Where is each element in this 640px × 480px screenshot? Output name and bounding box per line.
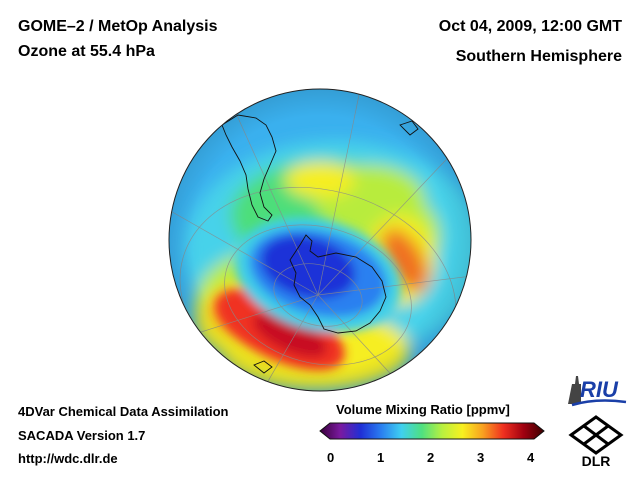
map-title: GOME–2 / MetOp Analysis [18, 18, 218, 35]
map-subtitle: Ozone at 55.4 hPa [18, 43, 155, 60]
colorbar-tick-label: 1 [377, 450, 385, 465]
footer-method: 4DVar Chemical Data Assimilation [18, 404, 229, 419]
map-datetime: Oct 04, 2009, 12:00 GMT [438, 18, 622, 35]
colorbar-tick-label: 4 [527, 450, 535, 465]
colorbar-title: Volume Mixing Ratio [ppmv] [336, 402, 510, 417]
riu-logo-text: RIU [580, 377, 619, 402]
colorbar-tick-label: 2 [427, 450, 435, 465]
dlr-logo: DLR [568, 415, 624, 469]
ozone-globe-map [168, 88, 472, 392]
ozone-field [169, 89, 471, 391]
globe-outline [168, 88, 472, 392]
footer-url: http://wdc.dlr.de [18, 451, 118, 466]
dlr-logo-text: DLR [582, 453, 611, 469]
colorbar [319, 422, 545, 440]
footer-version: SACADA Version 1.7 [18, 428, 146, 443]
colorbar-tick-label: 3 [477, 450, 485, 465]
colorbar-tick-label: 0 [327, 450, 335, 465]
riu-logo: RIU [568, 376, 627, 407]
map-region: Southern Hemisphere [455, 48, 622, 65]
